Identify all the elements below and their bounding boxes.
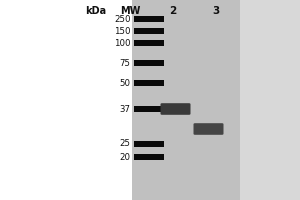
Bar (134, 40, 164, 46)
Text: 50: 50 (119, 78, 130, 88)
FancyBboxPatch shape (160, 103, 190, 115)
Bar (134, 80, 164, 86)
Text: 250: 250 (114, 15, 130, 23)
Text: 2: 2 (169, 6, 176, 16)
Bar (134, 60, 164, 66)
FancyBboxPatch shape (194, 123, 224, 135)
Bar (0, 0, 132, 200)
Bar (134, 16, 164, 22)
Text: 75: 75 (119, 58, 130, 68)
Bar (134, 154, 164, 160)
Text: MW: MW (120, 6, 141, 16)
Text: 150: 150 (114, 26, 130, 36)
Text: kDa: kDa (85, 6, 106, 16)
Bar (134, 28, 164, 34)
Text: 25: 25 (119, 140, 130, 148)
Bar (134, 141, 164, 147)
Bar (134, 106, 164, 112)
Text: 20: 20 (119, 153, 130, 162)
Text: 3: 3 (212, 6, 220, 16)
Text: 37: 37 (119, 105, 130, 114)
Bar (240, 0, 300, 200)
Bar (132, 0, 240, 200)
Text: 100: 100 (114, 38, 130, 47)
